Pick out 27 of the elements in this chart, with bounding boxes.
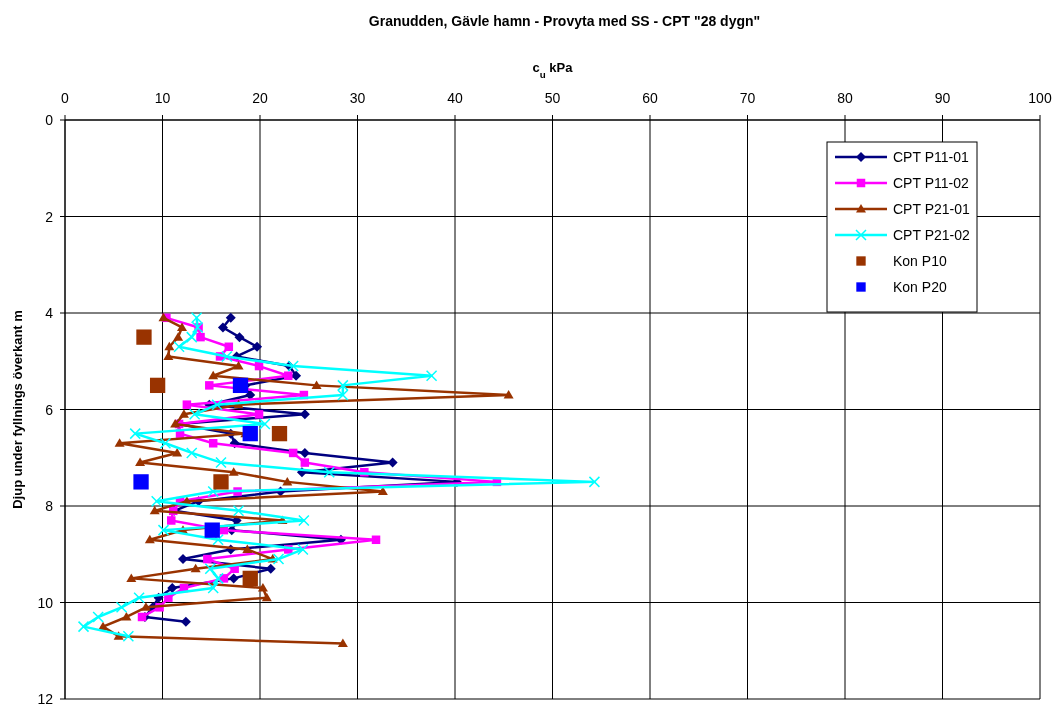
y-tick-label: 10 bbox=[37, 594, 54, 611]
legend-label: CPT P21-02 bbox=[893, 227, 970, 243]
legend-label: Kon P10 bbox=[893, 253, 947, 269]
legend-label: CPT P11-02 bbox=[893, 175, 969, 191]
y-tick-label: 6 bbox=[45, 401, 54, 418]
y-tick-label: 2 bbox=[45, 208, 54, 225]
y-tick-label: 8 bbox=[45, 498, 54, 514]
x-tick-label: 30 bbox=[349, 90, 366, 106]
y-tick-label: 0 bbox=[45, 112, 54, 128]
y-tick-label: 12 bbox=[37, 691, 54, 704]
x-tick-label: 40 bbox=[447, 90, 463, 106]
x-tick-label: 20 bbox=[252, 90, 268, 106]
x-tick-label: 0 bbox=[61, 90, 70, 106]
y-tick-label: 4 bbox=[45, 305, 54, 321]
legend-label: CPT P11-01 bbox=[893, 149, 969, 165]
legend-label: CPT P21-01 bbox=[893, 201, 970, 217]
legend-label: Kon P20 bbox=[893, 279, 947, 295]
x-tick-label: 50 bbox=[544, 90, 561, 106]
x-tick-label: 60 bbox=[642, 90, 658, 106]
x-tick-label: 90 bbox=[934, 90, 951, 106]
x-tick-label: 100 bbox=[1028, 90, 1052, 106]
x-tick-label: 70 bbox=[739, 90, 756, 106]
y-axis-title: Djup under fyllnings överkant m bbox=[10, 310, 25, 509]
x-tick-label: 80 bbox=[837, 90, 853, 106]
x-tick-label: 10 bbox=[154, 90, 171, 106]
x-axis-title: c$_{u}$ kPa bbox=[532, 60, 574, 80]
chart-title: Granudden, Gävle hamn - Provyta med SS - CPT "28 dygn" bbox=[368, 13, 761, 29]
